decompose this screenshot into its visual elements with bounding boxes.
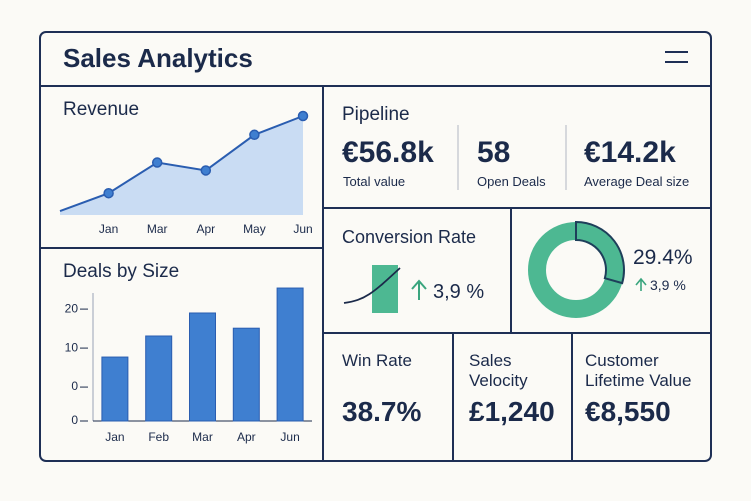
metric-value: €56.8k: [342, 136, 434, 169]
kpi-label: Sales Velocity: [469, 351, 528, 390]
x-tick-label: Apr: [196, 222, 215, 236]
bar: [189, 312, 216, 422]
point: [297, 110, 309, 122]
kpi-value: €8,550: [585, 396, 671, 427]
up-arrow: [411, 279, 427, 300]
kpi-label: Customer Lifetime Value: [585, 351, 692, 390]
bar: [145, 335, 173, 422]
page-title: Sales Analytics: [63, 43, 253, 73]
kpi-value: £1,240: [469, 396, 555, 427]
sparkline: [343, 267, 401, 304]
change: 3,9 %: [433, 281, 485, 303]
panel-title: Revenue: [63, 99, 140, 120]
baseline-label: 0: [71, 413, 78, 427]
y-tick-label: 10: [65, 340, 79, 354]
line: [59, 115, 304, 212]
x-tick-label: May: [243, 222, 266, 236]
panel-title: Pipeline: [342, 104, 410, 125]
x-tick-label: Mar: [192, 430, 213, 444]
area: [60, 116, 303, 215]
kpi-value: 38.7%: [342, 396, 422, 427]
x-tick-label: Feb: [148, 430, 169, 444]
change: 3,9 %: [650, 277, 686, 293]
donut-label: 29.4%: [633, 246, 693, 269]
panel-title: Conversion Rate: [342, 227, 477, 247]
metric-label: Open Deals: [477, 174, 546, 189]
x-tick-label: Apr: [237, 430, 256, 444]
bar: [276, 287, 304, 422]
up-arrow: [635, 277, 647, 291]
metric-label: Average Deal size: [584, 174, 690, 189]
y-tick-label: 0: [71, 379, 78, 393]
x-tick-label: Jun: [280, 430, 299, 444]
panel-title: Deals by Size: [63, 261, 180, 282]
point: [103, 187, 114, 199]
bar: [101, 356, 129, 422]
x-tick-label: Jan: [99, 222, 118, 236]
point: [200, 165, 212, 176]
metric-label: Total value: [343, 174, 406, 189]
metric-value: 58: [477, 136, 511, 169]
menu-icon[interactable]: [665, 51, 688, 63]
point: [151, 157, 163, 168]
point: [249, 129, 260, 141]
donut-segment: [575, 220, 625, 285]
x-tick-label: Jun: [293, 222, 312, 236]
x-tick-label: Mar: [147, 222, 168, 236]
card-border: [39, 31, 712, 462]
kpi-label: Win Rate: [342, 351, 412, 370]
x-tick-label: Jan: [105, 430, 124, 444]
bar: [232, 327, 260, 422]
metric-value: €14.2k: [584, 136, 676, 169]
y-tick-label: 20: [65, 301, 79, 315]
